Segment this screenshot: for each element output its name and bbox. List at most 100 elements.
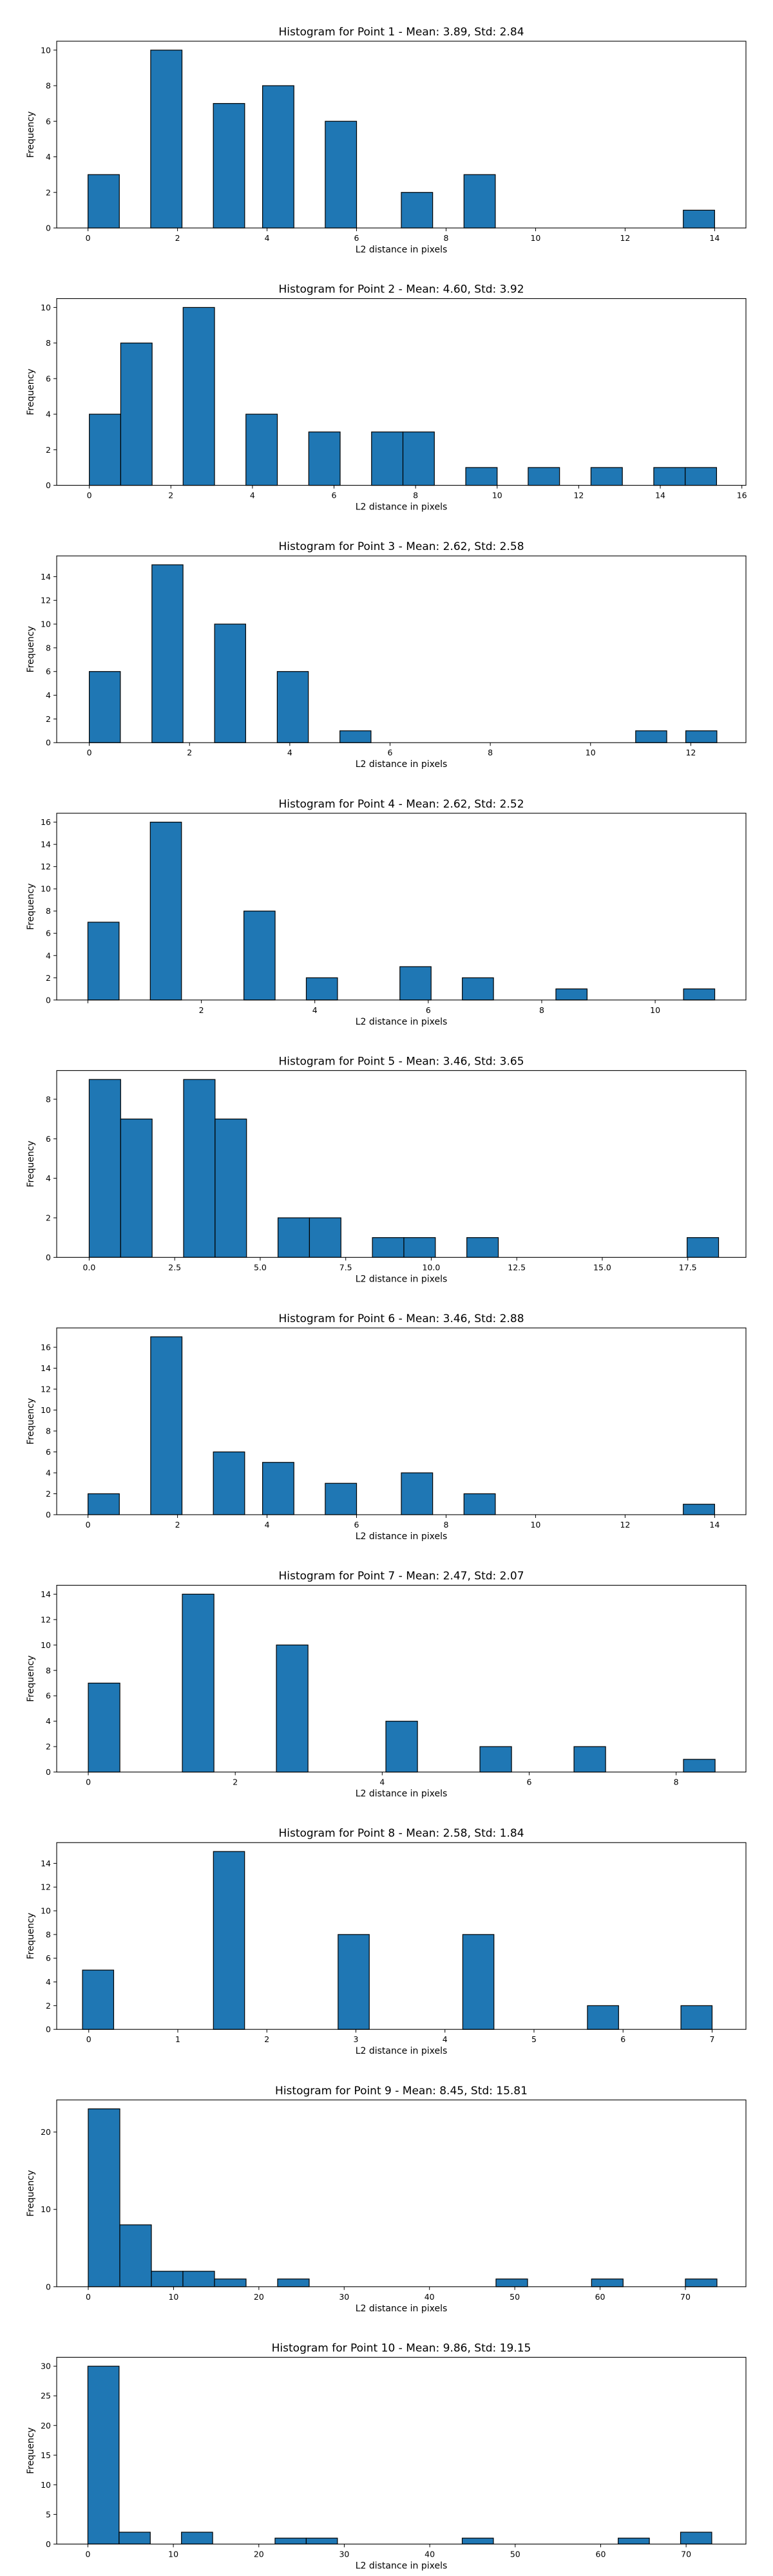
x-tick-label: 1 (175, 2034, 180, 2044)
x-tick-label: 14 (709, 1520, 720, 1530)
x-tick-label: 4 (265, 233, 270, 243)
y-tick-label: 2 (46, 973, 51, 983)
histogram-bar (120, 1118, 153, 1258)
histogram-bar (635, 730, 667, 743)
histogram-bar (88, 1079, 121, 1258)
y-tick-label: 15 (41, 2450, 51, 2460)
histogram-bar (372, 1237, 405, 1258)
y-tick-label: 4 (46, 1716, 51, 1726)
y-axis-label: Frequency (26, 111, 36, 158)
x-tick-label: 10 (530, 1520, 540, 1530)
x-tick-label: 6 (332, 491, 337, 500)
x-tick-label: 10 (530, 233, 540, 243)
x-axis-label: L2 distance in pixels (356, 1017, 448, 1027)
histogram-bar (182, 307, 215, 486)
histogram-panel-5: 0.0 2.5 5.0 7.5 10.0 12.5 15.0 17.5 0 2 4 6 8 Histogr… (26, 1055, 747, 1284)
x-tick-label: 17.5 (679, 1262, 697, 1272)
histogram-bar (685, 730, 718, 743)
histogram-bar (402, 431, 435, 486)
x-tick-label: 7.5 (339, 1262, 352, 1272)
histogram-bar (151, 564, 184, 743)
y-tick-label: 14 (41, 1589, 51, 1599)
histogram-bar (399, 966, 432, 1001)
chart-title: Histogram for Point 9 - Mean: 8.45, Std:… (275, 2085, 528, 2098)
x-tick-label: 7 (709, 2034, 714, 2044)
histogram-bar (276, 1644, 309, 1773)
histogram-bar (87, 2365, 120, 2544)
y-tick-label: 5 (46, 2510, 51, 2519)
histogram-bar (462, 977, 494, 1001)
x-axis-label: L2 distance in pixels (356, 1274, 448, 1284)
histogram-bar (149, 822, 182, 1001)
x-tick-label: 16 (737, 491, 747, 500)
histogram-bar (262, 1462, 294, 1515)
x-tick-label: 0 (85, 2549, 90, 2559)
x-tick-label: 20 (254, 2549, 264, 2559)
histogram-panel-4: 2 4 6 8 10 0 2 4 6 8 10 12 14 16 Histogram for Point 4… (26, 798, 747, 1027)
x-tick-label: 2 (199, 1005, 204, 1015)
x-tick-label: 0 (86, 2292, 91, 2302)
axes-frame (56, 813, 747, 1001)
y-tick-label: 8 (46, 906, 51, 916)
histogram-bar (683, 988, 716, 1001)
y-tick-label: 2 (46, 187, 51, 197)
x-tick-label: 0 (87, 748, 92, 757)
histogram-panel-6: 0 2 4 6 8 10 12 14 0 2 4 6 8 10 12 14 16 Histogram for Po… (26, 1312, 747, 1542)
y-axis-label: Frequency (26, 1655, 36, 1701)
histogram-bar (573, 1746, 606, 1773)
y-tick-label: 8 (46, 338, 51, 348)
y-tick-label: 6 (46, 374, 51, 383)
y-axis-label: Frequency (26, 1141, 36, 1187)
histogram-bar (274, 2537, 307, 2544)
histogram-bar (683, 209, 715, 229)
x-tick-label: 8 (413, 491, 418, 500)
axes-frame (56, 1070, 747, 1258)
histogram-bar (463, 174, 496, 229)
y-tick-label: 8 (46, 1929, 51, 1939)
y-tick-label: 6 (46, 117, 51, 126)
histogram-bar (181, 2532, 213, 2545)
x-tick-label: 8 (444, 1520, 449, 1530)
y-axis-label: Frequency (26, 626, 36, 672)
histogram-bar (461, 2537, 494, 2544)
y-tick-label: 0 (46, 480, 51, 490)
chart-title: Histogram for Point 5 - Mean: 3.46, Std:… (278, 1055, 524, 1068)
y-tick-label: 10 (41, 620, 51, 629)
x-tick-label: 8 (674, 1777, 679, 1787)
x-tick-label: 2 (168, 491, 173, 500)
y-axis-label: Frequency (26, 2170, 36, 2217)
y-tick-label: 20 (41, 2127, 51, 2137)
x-tick-label: 14 (709, 233, 720, 243)
histogram-bar (680, 2005, 713, 2030)
y-tick-label: 14 (41, 1363, 51, 1373)
y-tick-label: 4 (46, 410, 51, 419)
axes-frame (56, 1327, 747, 1515)
histogram-bar (618, 2537, 650, 2544)
histogram-bar (555, 988, 588, 1001)
y-tick-label: 6 (46, 929, 51, 938)
y-tick-label: 10 (41, 2480, 51, 2490)
x-tick-label: 2 (187, 748, 192, 757)
x-tick-label: 4 (443, 2034, 448, 2044)
y-tick-label: 0 (46, 2282, 51, 2291)
x-tick-label: 6 (354, 233, 359, 243)
x-tick-label: 12 (620, 1520, 630, 1530)
x-tick-label: 8 (539, 1005, 544, 1015)
y-tick-label: 10 (41, 45, 51, 55)
x-axis-label: L2 distance in pixels (356, 245, 448, 255)
histogram-bar (338, 1934, 370, 2030)
x-tick-label: 0 (86, 1777, 91, 1787)
histogram-bar (479, 1746, 512, 1773)
histogram-bar (466, 1237, 499, 1258)
y-tick-label: 12 (41, 1882, 51, 1892)
y-tick-label: 6 (46, 667, 51, 676)
x-tick-label: 0 (87, 491, 92, 500)
x-tick-label: 4 (287, 748, 292, 757)
chart-title: Histogram for Point 6 - Mean: 3.46, Std:… (278, 1312, 524, 1325)
histogram-bar (309, 1217, 341, 1258)
x-tick-label: 6 (388, 748, 393, 757)
histogram-bar (215, 1118, 247, 1258)
histogram-bar (243, 911, 276, 1001)
y-tick-label: 0 (46, 1253, 51, 1262)
